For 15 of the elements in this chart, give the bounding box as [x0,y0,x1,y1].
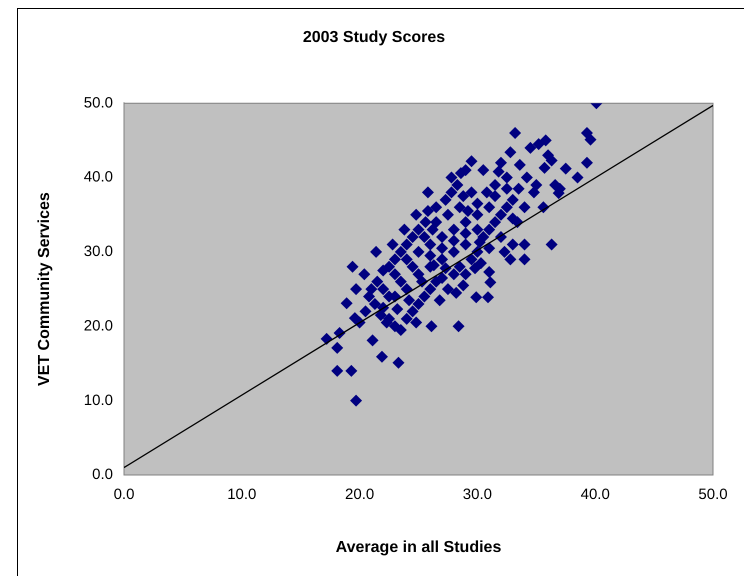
y-tick-label: 20.0 [84,317,113,334]
y-tick-label: 30.0 [84,243,113,260]
y-tick-label: 10.0 [84,392,113,409]
x-tick-label: 20.0 [345,486,374,504]
chart-title: 2003 Study Scores [302,29,446,46]
y-tick-label: 50.0 [84,94,113,112]
y-tick-label: 40.0 [84,168,113,186]
y-tick-label: 0.0 [92,466,113,484]
x-tick-label: 0.0 [114,486,134,504]
x-tick-label: 10.0 [227,486,256,504]
y-axis-title: VET Community Services [36,192,54,386]
x-tick-label: 50.0 [698,486,728,504]
x-axis-title: Average in all Studies [336,538,502,556]
x-tick-label: 40.0 [580,486,610,504]
x-tick-label: 30.0 [462,486,492,504]
